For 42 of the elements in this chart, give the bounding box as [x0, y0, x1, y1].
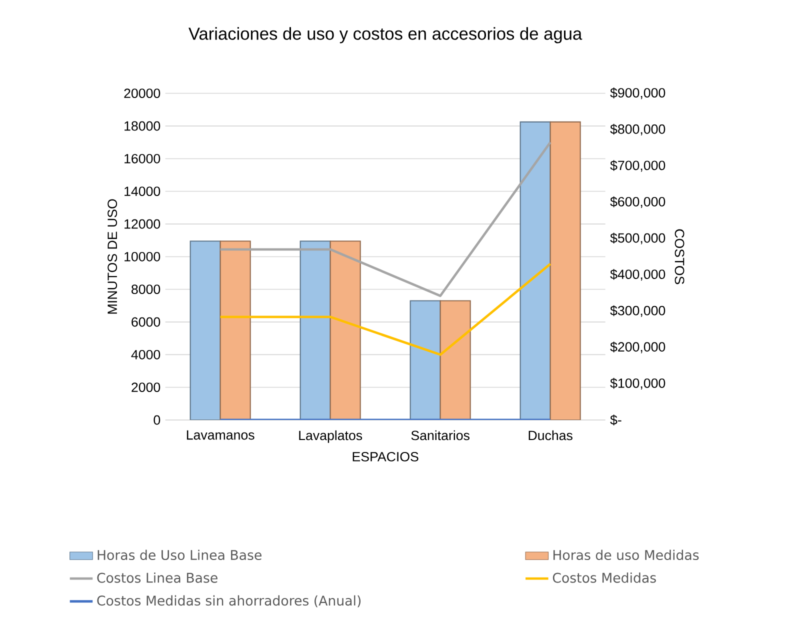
y-tick-label: 16000 — [124, 154, 160, 164]
y-tick-label: 6000 — [132, 317, 160, 327]
y-tick-label: 12000 — [124, 219, 160, 229]
y2-tick-label: $500,000 — [610, 232, 666, 244]
legend-label: Costos Linea Base — [97, 572, 218, 583]
bar — [550, 121, 581, 420]
x-tick-label: Lavamanos — [186, 430, 254, 440]
bar — [520, 121, 551, 420]
bar — [190, 240, 221, 420]
y2-tick-label: $400,000 — [610, 269, 666, 281]
bar — [220, 240, 251, 420]
legend-label: Costos Medidas sin ahorradores (Anual) — [97, 595, 361, 608]
y-tick-label: 10000 — [124, 252, 160, 262]
y2-tick-label: $800,000 — [610, 124, 666, 136]
legend-label: Horas de uso Medidas — [553, 550, 699, 560]
legend-label: Horas de Uso Linea Base — [98, 550, 262, 560]
y2-tick-label: $300,000 — [610, 305, 666, 317]
y-tick-label: 14000 — [124, 186, 160, 196]
y-tick-label: 18000 — [124, 121, 160, 131]
x-tick-label: Lavaplatos — [299, 430, 362, 443]
y2-tick-label: $200,000 — [610, 342, 666, 354]
y-tick-label: 20000 — [124, 88, 160, 98]
y-tick-label: 8000 — [132, 284, 160, 294]
x-axis-title: ESPACIOS — [352, 452, 418, 462]
y-tick-label: 4000 — [131, 350, 160, 360]
y-axis-title: MINUTOS DE USO — [108, 199, 118, 314]
y2-tick-label: $100,000 — [610, 378, 666, 390]
bar — [440, 300, 471, 420]
chart-title: Variaciones de uso y costos en accesorios de agua — [188, 27, 582, 44]
y2-tick-label: $- — [610, 414, 622, 426]
x-tick-label: Sanitarios — [411, 430, 470, 440]
bar — [300, 240, 331, 420]
y2-tick-label: $600,000 — [610, 196, 666, 208]
y-tick-label: 2000 — [132, 382, 160, 392]
bar — [410, 300, 441, 420]
y-tick-label: 0 — [154, 415, 160, 425]
bar — [330, 240, 361, 420]
y2-tick-label: $700,000 — [610, 160, 666, 172]
y2-tick-label: $900,000 — [610, 88, 666, 100]
y2-axis-title: COSTOS — [674, 229, 684, 284]
x-tick-label: Duchas — [528, 430, 572, 440]
legend-label: Costos Medidas — [552, 572, 656, 583]
